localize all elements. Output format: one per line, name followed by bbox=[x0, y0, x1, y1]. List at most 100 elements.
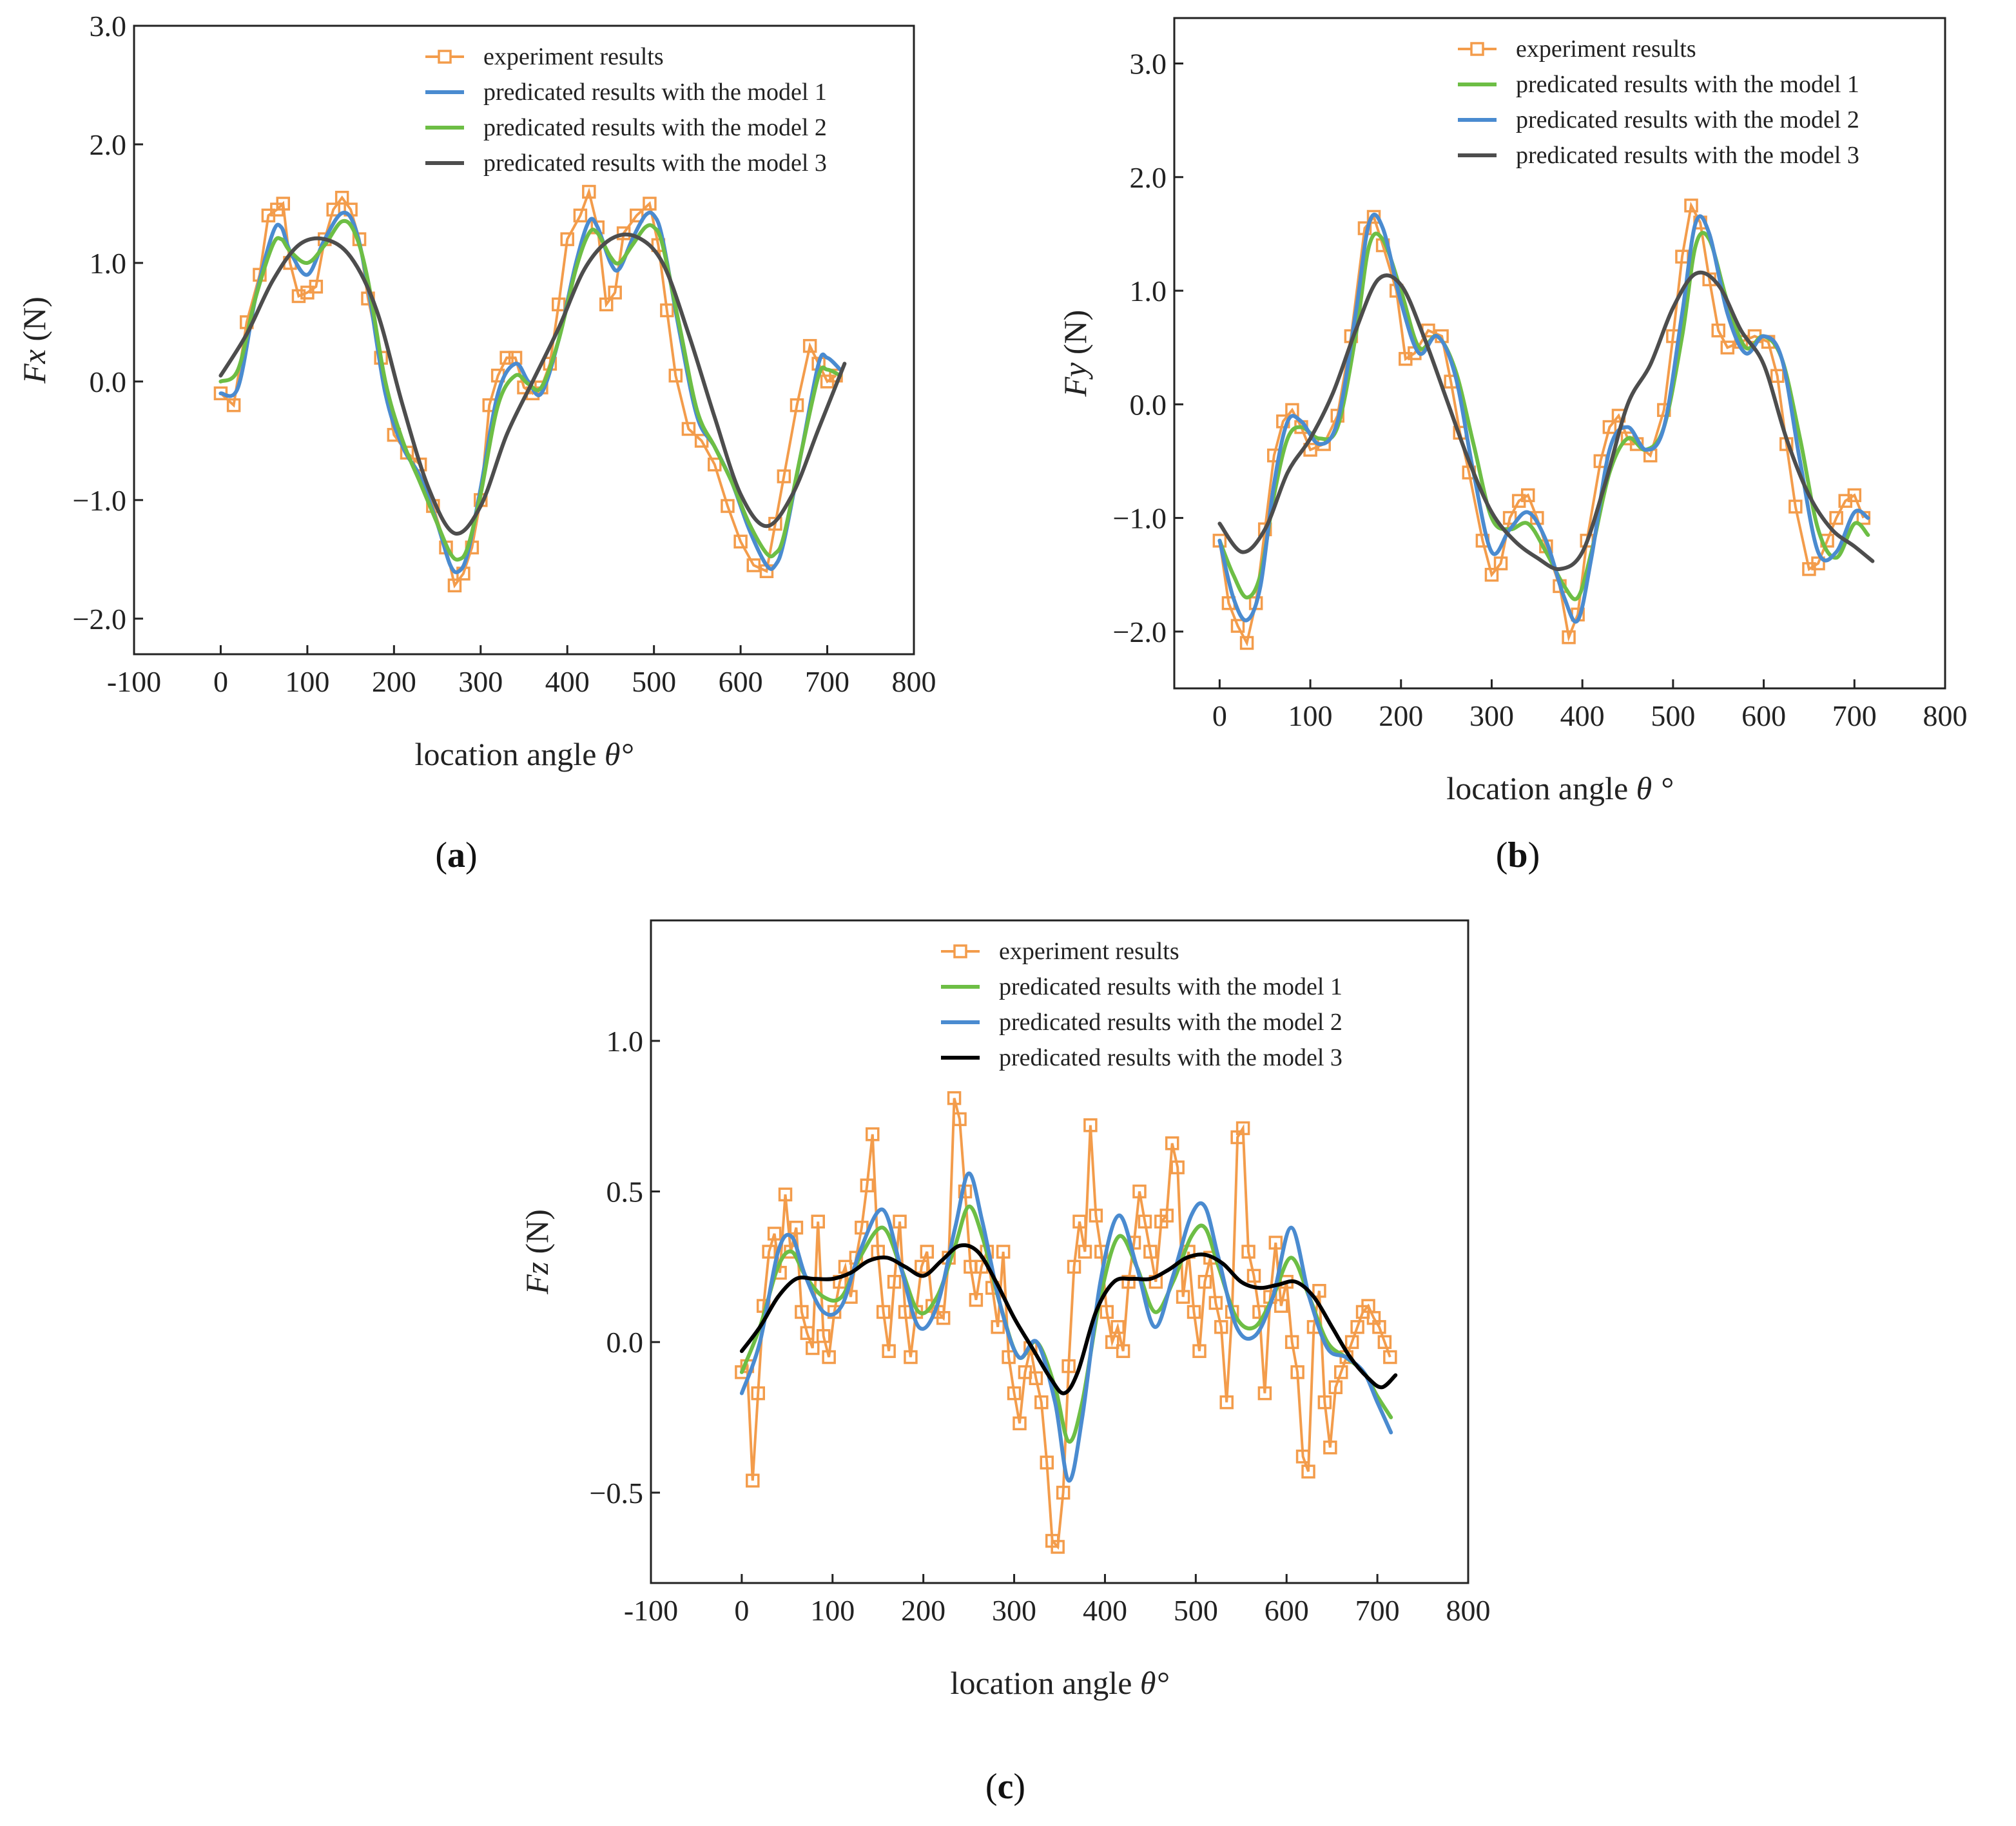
x-tick-label: 200 bbox=[901, 1594, 945, 1627]
data-point bbox=[996, 1245, 1011, 1259]
data-point bbox=[1312, 1283, 1326, 1298]
data-point bbox=[915, 1259, 929, 1274]
data-point bbox=[893, 1214, 907, 1229]
series-line-model-1 bbox=[1217, 231, 1870, 601]
y-tick-label: 3.0 bbox=[1130, 48, 1167, 81]
data-point bbox=[1788, 500, 1803, 514]
data-point bbox=[789, 1220, 804, 1235]
data-point bbox=[1143, 1245, 1158, 1259]
legend-label: predicated results with the model 3 bbox=[483, 150, 827, 177]
x-tick-label: 300 bbox=[992, 1594, 1036, 1627]
data-point bbox=[746, 558, 761, 572]
legend-marker bbox=[438, 50, 452, 64]
data-point bbox=[777, 469, 791, 483]
data-point bbox=[1208, 1296, 1223, 1310]
data-point bbox=[1072, 1214, 1087, 1229]
legend-label: predicated results with the model 1 bbox=[1516, 71, 1859, 98]
data-point bbox=[1295, 1449, 1310, 1464]
data-point bbox=[1100, 1305, 1114, 1319]
legend-label: predicated results with the model 1 bbox=[999, 973, 1342, 1000]
panel-label: (c) bbox=[985, 1767, 1025, 1807]
data-point bbox=[920, 1245, 935, 1259]
data-point bbox=[1040, 1455, 1054, 1470]
series-line-model-3 bbox=[218, 232, 847, 536]
data-point bbox=[1377, 1335, 1392, 1349]
data-point bbox=[1562, 630, 1576, 645]
x-tick-label: 800 bbox=[892, 665, 936, 698]
legend-label: predicated results with the model 3 bbox=[1516, 142, 1859, 169]
data-point bbox=[608, 286, 622, 300]
legend-label: predicated results with the model 2 bbox=[1516, 106, 1859, 133]
data-point bbox=[1078, 1245, 1092, 1259]
data-point bbox=[1236, 1121, 1250, 1136]
data-point bbox=[904, 1350, 918, 1365]
data-point bbox=[1013, 1416, 1027, 1431]
x-tick-label: 300 bbox=[458, 665, 503, 698]
data-point bbox=[660, 303, 674, 318]
data-point bbox=[800, 1326, 815, 1340]
data-point bbox=[822, 1350, 836, 1365]
legend-label: predicated results with the model 3 bbox=[999, 1044, 1342, 1071]
data-point bbox=[1317, 1395, 1332, 1410]
data-point bbox=[1002, 1350, 1016, 1365]
data-point bbox=[778, 1187, 793, 1201]
y-tick-label: 3.0 bbox=[90, 10, 127, 43]
data-point bbox=[1521, 488, 1535, 503]
data-point bbox=[1241, 1245, 1255, 1259]
data-point bbox=[1372, 1320, 1386, 1334]
data-point bbox=[1493, 556, 1508, 570]
y-tick-label: 1.0 bbox=[90, 247, 127, 280]
data-point bbox=[1257, 1386, 1272, 1401]
data-point bbox=[816, 1329, 831, 1343]
series-line-model-2 bbox=[218, 219, 842, 562]
data-point bbox=[1383, 1350, 1397, 1365]
x-tick-label: 600 bbox=[1741, 699, 1786, 732]
y-tick-label: 2.0 bbox=[90, 128, 127, 161]
x-tick-label: 500 bbox=[1651, 699, 1695, 732]
y-tick-label: −1.0 bbox=[73, 484, 126, 517]
data-point bbox=[860, 1178, 875, 1192]
y-tick-label: 0.0 bbox=[1130, 388, 1167, 421]
data-point bbox=[866, 1127, 880, 1141]
data-point bbox=[1770, 369, 1785, 384]
data-point bbox=[694, 434, 709, 448]
data-point bbox=[643, 197, 657, 211]
y-tick-label: 1.0 bbox=[1130, 275, 1167, 307]
data-point bbox=[1847, 488, 1862, 503]
legend-marker bbox=[1470, 42, 1484, 56]
data-point bbox=[1274, 1299, 1288, 1313]
data-point bbox=[1811, 556, 1825, 570]
data-point bbox=[876, 1305, 891, 1319]
data-point bbox=[1328, 1380, 1343, 1395]
data-point bbox=[936, 1311, 951, 1325]
data-point bbox=[762, 1245, 776, 1259]
data-point bbox=[827, 1305, 842, 1319]
data-point bbox=[1165, 1136, 1179, 1151]
data-point bbox=[1187, 1305, 1201, 1319]
x-tick-label: 100 bbox=[285, 665, 329, 698]
data-point bbox=[1061, 1359, 1076, 1374]
data-point bbox=[1197, 1274, 1212, 1289]
data-point bbox=[746, 1473, 760, 1488]
y-axis-title: Fx (N) bbox=[16, 296, 52, 384]
y-tick-label: −1.0 bbox=[1113, 502, 1167, 535]
series-line-model-2 bbox=[1217, 212, 1870, 624]
panel-b: 0 100 200 300 400 500 600 700 800 −2.0 −1.0 0.0 1.0 2… bbox=[1057, 17, 1968, 875]
data-point bbox=[291, 289, 306, 304]
data-point bbox=[668, 368, 683, 383]
y-tick-label: 2.0 bbox=[1130, 161, 1167, 194]
data-point bbox=[882, 1344, 896, 1358]
data-point bbox=[599, 297, 614, 312]
data-point bbox=[811, 1214, 825, 1229]
x-tick-label: 100 bbox=[1288, 699, 1333, 732]
x-tick-label: 300 bbox=[1469, 699, 1514, 732]
legend-label: predicated results with the model 2 bbox=[483, 114, 827, 141]
data-point bbox=[795, 1305, 809, 1319]
x-tick-label: 700 bbox=[1832, 699, 1877, 732]
x-tick-label: 0 bbox=[734, 1594, 749, 1627]
x-tick-label: 400 bbox=[545, 665, 590, 698]
data-point bbox=[309, 279, 324, 294]
plot-frame bbox=[133, 24, 915, 656]
legend-label: predicated results with the model 1 bbox=[483, 79, 827, 106]
